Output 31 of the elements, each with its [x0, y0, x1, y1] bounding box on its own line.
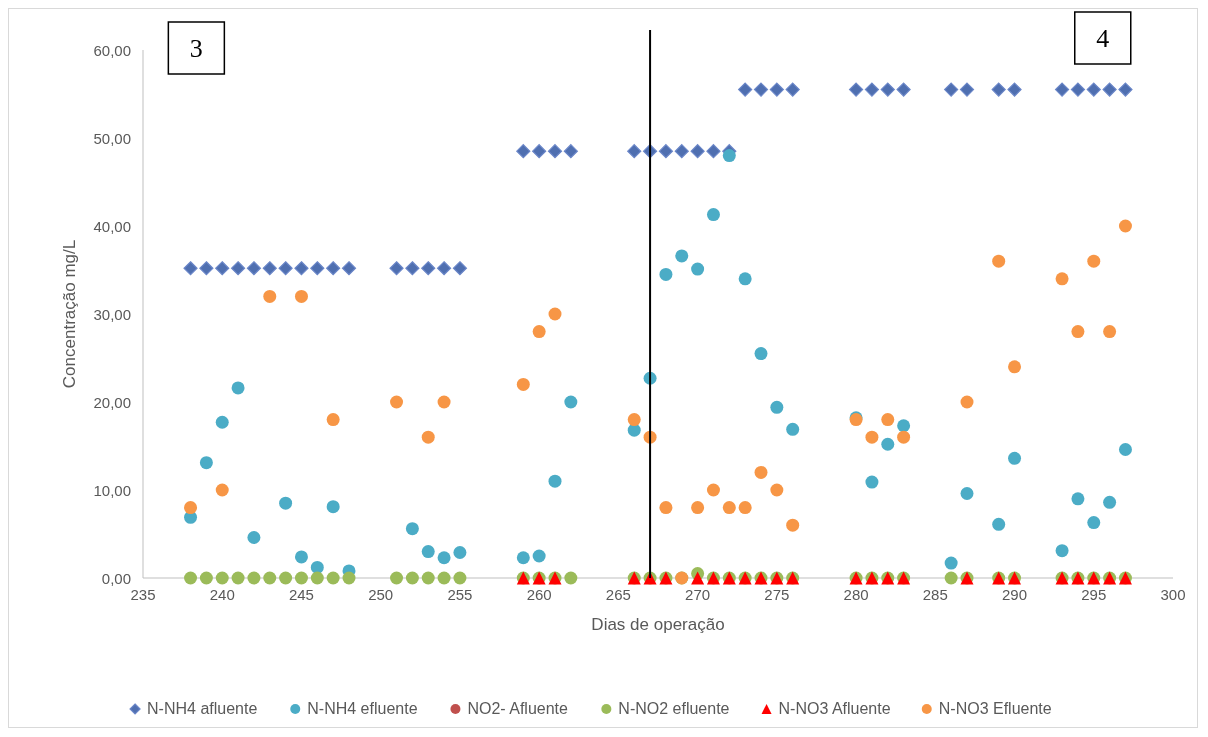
x-tick-label: 300	[1160, 586, 1186, 603]
x-tick-label: 265	[605, 586, 631, 603]
x-tick-label: 255	[447, 586, 473, 603]
y-tick-label: 40,00	[93, 217, 131, 235]
x-tick-label: 250	[368, 586, 394, 603]
annotation: 3	[189, 34, 203, 63]
y-tick-label: 50,00	[93, 129, 131, 147]
x-tick-label: 235	[130, 586, 156, 603]
legend-label: N-NH4 afluente	[147, 700, 258, 717]
y-tick-label: 20,00	[93, 393, 131, 411]
x-tick-label: 295	[1081, 586, 1107, 603]
legend-label: N-NO2 efluente	[618, 700, 730, 717]
x-axis-title: Dias de operação	[591, 615, 725, 634]
y-tick-label: 60,00	[93, 41, 131, 59]
y-axis-title: Concentração mg/L	[60, 239, 79, 389]
legend-label: N-NH4 efluente	[307, 700, 418, 717]
y-tick-label: 30,00	[93, 305, 131, 323]
x-tick-label: 290	[1002, 586, 1028, 603]
legend-label: NO2- Afluente	[467, 700, 569, 717]
x-tick-label: 240	[209, 586, 235, 603]
legend-label: N-NO3 Efluente	[938, 700, 1052, 717]
annotation: 4	[1096, 24, 1110, 53]
x-tick-label: 275	[764, 586, 790, 603]
x-tick-label: 245	[288, 586, 314, 603]
y-tick-label: 0,00	[101, 569, 131, 587]
legend-label: N-NO3 Afluente	[778, 700, 891, 717]
x-tick-label: 260	[526, 586, 552, 603]
x-tick-label: 285	[922, 586, 948, 603]
x-tick-label: 270	[685, 586, 711, 603]
x-tick-label: 280	[843, 586, 869, 603]
y-tick-label: 10,00	[93, 481, 131, 499]
